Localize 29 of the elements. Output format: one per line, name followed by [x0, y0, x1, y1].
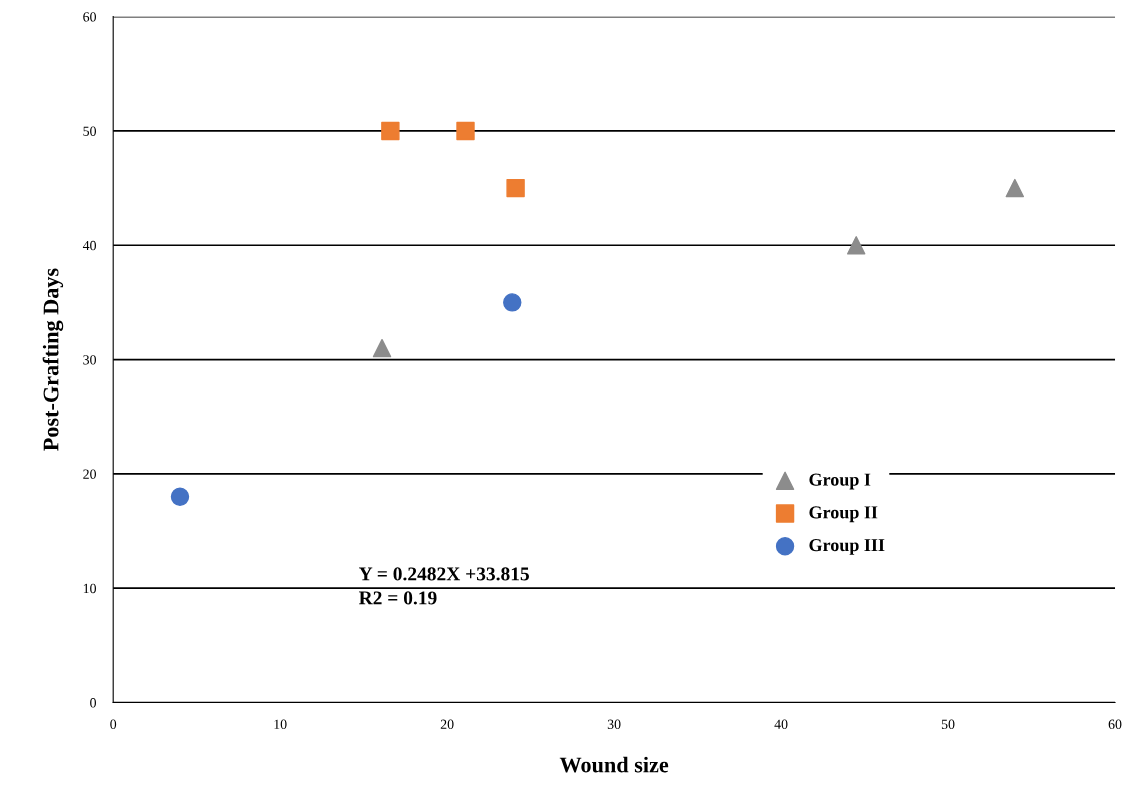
legend-label: Group II: [809, 506, 878, 523]
point: [456, 121, 475, 141]
legend-label: Group III: [809, 539, 885, 555]
point: [506, 178, 525, 198]
legend-label: Group I: [809, 473, 871, 490]
x-tick-label: 10: [274, 719, 287, 729]
y-tick-label: 50: [83, 126, 96, 136]
x-tick-label: 40: [774, 719, 788, 729]
x-tick-label: 20: [440, 719, 454, 729]
annotation: R2 = 0.19: [358, 591, 437, 605]
point: [503, 293, 522, 312]
point: [847, 236, 866, 255]
x-tick-label: 50: [941, 719, 955, 729]
x-tick-label: 0: [110, 719, 117, 729]
point: [170, 487, 190, 506]
y-tick-label: 60: [83, 12, 96, 22]
point: [372, 338, 392, 358]
point: [381, 121, 400, 141]
y-tick-label: 0: [90, 698, 96, 708]
y-axis-title: Post-Grafting Days: [42, 268, 64, 451]
y-tick-label: 30: [83, 355, 96, 365]
x-axis-title: Wound size: [559, 756, 669, 773]
annotation: Y = 0.2482X +33.815: [358, 567, 529, 581]
x-tick-label: 60: [1108, 719, 1122, 729]
y-tick-label: 40: [82, 240, 96, 251]
y-tick-label: 20: [83, 469, 96, 479]
y-tick-label: 10: [83, 583, 96, 594]
x-tick-label: 30: [607, 719, 621, 729]
point: [1005, 178, 1025, 198]
